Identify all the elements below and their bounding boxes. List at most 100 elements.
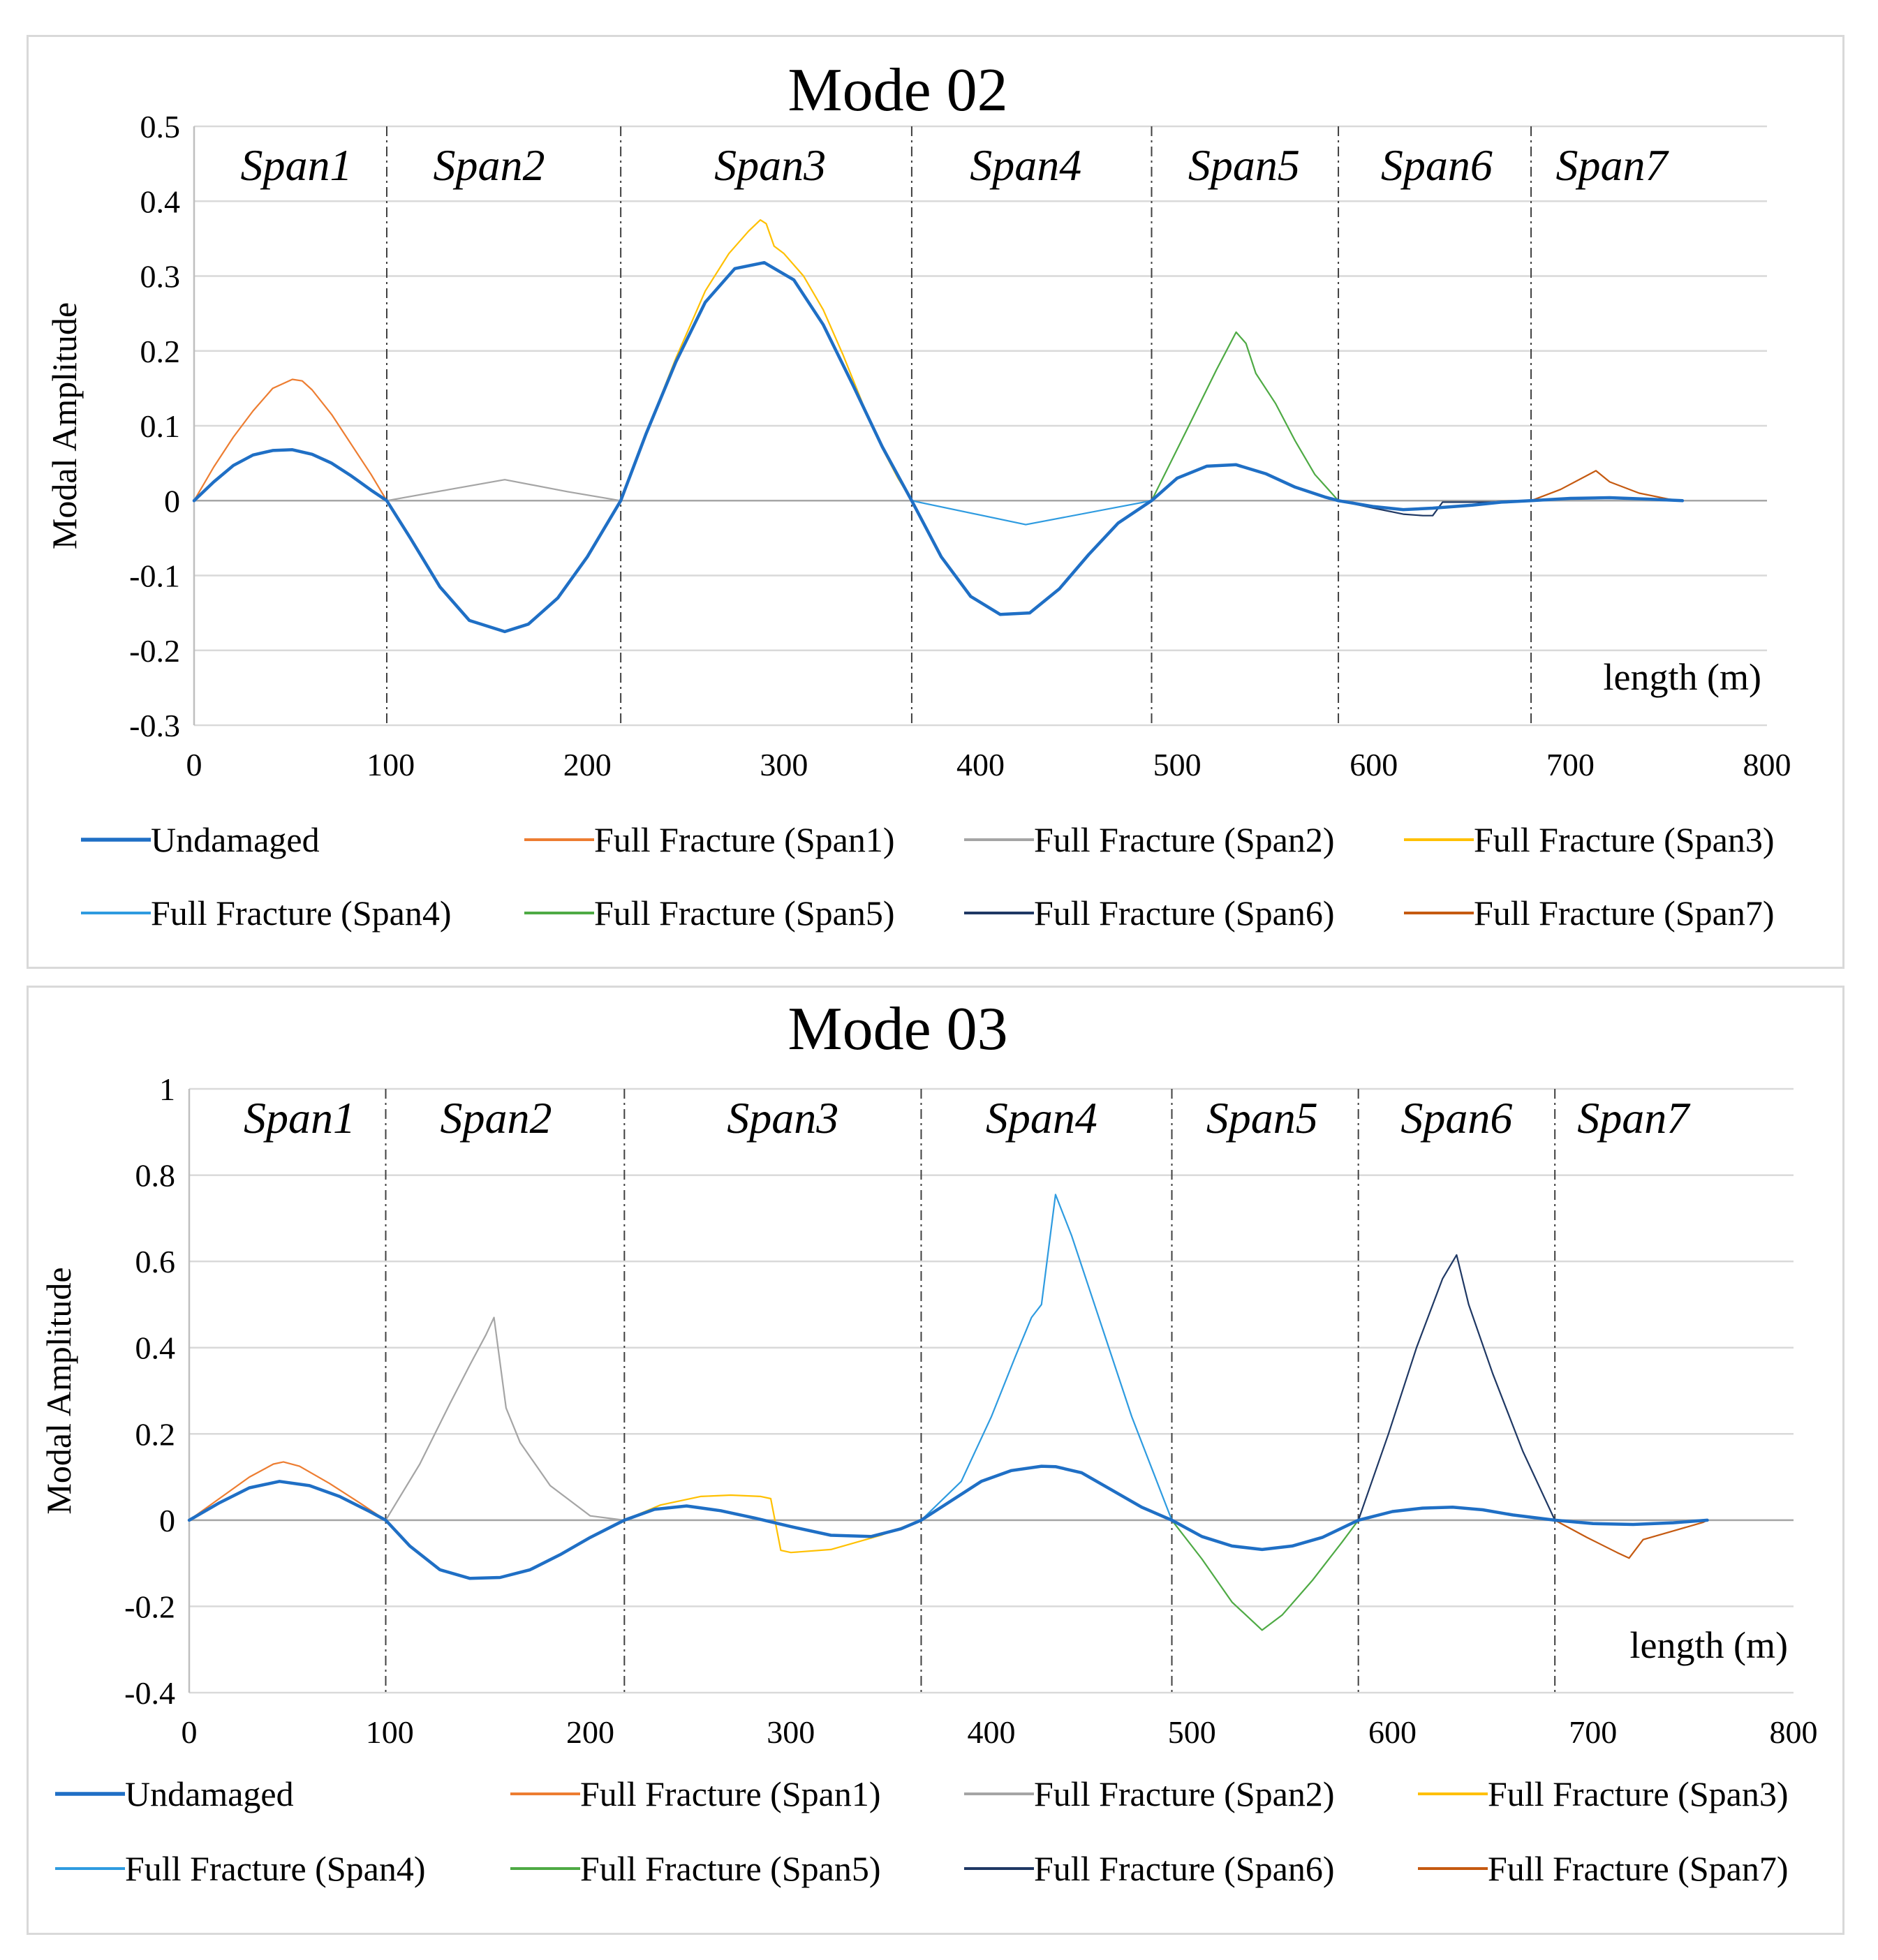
chart-panel-mode-02: Mode 02 -0.3 -0.2 -0.1 0 0.1 0.2 0.3 0.4 0.5 0 100 2… bbox=[27, 35, 1844, 969]
legend-item: Full Fracture (Span5) bbox=[510, 1849, 880, 1888]
span-label-span2: Span2 bbox=[440, 1093, 552, 1143]
y-tick-label: -0.2 bbox=[124, 1589, 175, 1624]
x-tick-label: 200 bbox=[566, 1714, 614, 1750]
legend-label: Full Fracture (Span5) bbox=[594, 893, 894, 933]
span-label-span6: Span6 bbox=[1381, 140, 1493, 190]
x-tick-label: 400 bbox=[956, 747, 1005, 782]
legend-item: Full Fracture (Span5) bbox=[524, 893, 894, 933]
legend-item: Undamaged bbox=[81, 820, 320, 859]
x-axis-title: length (m) bbox=[1630, 1624, 1788, 1666]
y-tick-label: 0.2 bbox=[135, 1416, 176, 1452]
series-line-full-fracture-span2 bbox=[385, 479, 622, 502]
legend-item: Full Fracture (Span6) bbox=[964, 893, 1334, 933]
x-tick-label: 600 bbox=[1350, 747, 1398, 782]
x-tick-label: 800 bbox=[1770, 1714, 1818, 1750]
x-tick-label: 0 bbox=[182, 1714, 198, 1750]
legend-label: Full Fracture (Span6) bbox=[1034, 1849, 1334, 1888]
series-line-undamaged bbox=[192, 260, 1685, 634]
legend-label: Full Fracture (Span5) bbox=[580, 1849, 880, 1888]
legend-label: Full Fracture (Span1) bbox=[594, 820, 894, 859]
chart-title: Mode 02 bbox=[788, 57, 1007, 124]
y-tick-label: 0.8 bbox=[135, 1158, 176, 1194]
legend-item: Full Fracture (Span6) bbox=[964, 1849, 1334, 1888]
y-tick-label: 1 bbox=[159, 1071, 175, 1107]
x-tick-label: 800 bbox=[1743, 747, 1791, 782]
legend-item: Full Fracture (Span3) bbox=[1404, 820, 1774, 859]
y-tick-label: 0.5 bbox=[140, 109, 181, 144]
span-label-span3: Span3 bbox=[714, 140, 826, 190]
y-tick-label: -0.3 bbox=[129, 708, 180, 743]
y-tick-label: -0.1 bbox=[129, 558, 180, 594]
x-tick-label: 0 bbox=[186, 747, 202, 782]
span-label-span5: Span5 bbox=[1206, 1093, 1318, 1143]
chart-svg-mode-02: Mode 02 -0.3 -0.2 -0.1 0 0.1 0.2 0.3 0.4 0.5 0 100 2… bbox=[45, 57, 1791, 933]
span-label-span5: Span5 bbox=[1188, 140, 1300, 190]
chart-panel-mode-03: Mode 03 -0.4 -0.2 0 0.2 0.4 0.6 0.8 1 0 100 200 300 4… bbox=[27, 986, 1844, 1935]
legend-item: Undamaged bbox=[55, 1774, 294, 1813]
legend-item: Full Fracture (Span2) bbox=[964, 820, 1334, 859]
y-axis-title: Modal Amplitude bbox=[39, 1267, 78, 1514]
y-tick-label: 0.6 bbox=[135, 1244, 176, 1279]
legend-label: Full Fracture (Span1) bbox=[580, 1774, 880, 1813]
series-line-undamaged bbox=[187, 1464, 1709, 1580]
legend-item: Full Fracture (Span3) bbox=[1418, 1774, 1788, 1813]
series-line-full-fracture-span7 bbox=[1554, 1519, 1708, 1559]
series-line-full-fracture-span1 bbox=[188, 1461, 387, 1522]
legend-label: Undamaged bbox=[125, 1774, 294, 1813]
x-tick-label: 100 bbox=[366, 1714, 414, 1750]
series-line-full-fracture-span6 bbox=[1337, 500, 1532, 517]
y-tick-label: 0.2 bbox=[140, 334, 181, 369]
x-tick-label: 200 bbox=[563, 747, 612, 782]
legend-item: Full Fracture (Span1) bbox=[510, 1774, 880, 1813]
legend-label: Full Fracture (Span7) bbox=[1488, 1849, 1788, 1888]
series-line-full-fracture-span6 bbox=[1357, 1254, 1556, 1522]
legend-item: Full Fracture (Span7) bbox=[1404, 893, 1774, 933]
x-axis-title: length (m) bbox=[1604, 656, 1761, 698]
legend-label: Full Fracture (Span2) bbox=[1034, 1774, 1334, 1813]
x-tick-label: 500 bbox=[1153, 747, 1202, 782]
x-tick-label: 100 bbox=[367, 747, 415, 782]
legend-item: Full Fracture (Span4) bbox=[81, 893, 451, 933]
legend-label: Full Fracture (Span4) bbox=[125, 1849, 425, 1888]
span-label-span4: Span4 bbox=[970, 140, 1081, 190]
series-line-full-fracture-span3 bbox=[623, 1494, 922, 1554]
series-line-full-fracture-span1 bbox=[193, 378, 388, 502]
legend-label: Full Fracture (Span6) bbox=[1034, 893, 1334, 933]
span-label-span4: Span4 bbox=[986, 1093, 1097, 1143]
legend-label: Full Fracture (Span3) bbox=[1474, 820, 1774, 859]
span-label-span1: Span1 bbox=[240, 140, 352, 190]
y-tick-label: -0.2 bbox=[129, 633, 180, 669]
span-label-span1: Span1 bbox=[244, 1093, 355, 1143]
span-label-span3: Span3 bbox=[727, 1093, 838, 1143]
legend-item: Full Fracture (Span7) bbox=[1418, 1849, 1788, 1888]
x-tick-label: 700 bbox=[1546, 747, 1595, 782]
legend-label: Undamaged bbox=[151, 820, 320, 859]
legend-item: Full Fracture (Span1) bbox=[524, 820, 894, 859]
y-tick-label: 0.4 bbox=[140, 184, 181, 219]
span-label-span7: Span7 bbox=[1556, 140, 1670, 190]
series-line-full-fracture-span7 bbox=[1530, 470, 1683, 502]
y-tick-label: 0 bbox=[159, 1503, 175, 1538]
series-line-full-fracture-span4 bbox=[920, 1194, 1173, 1522]
y-tick-label: 0 bbox=[164, 483, 180, 519]
series-line-full-fracture-span2 bbox=[385, 1316, 626, 1522]
x-tick-label: 700 bbox=[1569, 1714, 1617, 1750]
y-tick-label: 0.4 bbox=[135, 1330, 176, 1366]
x-tick-label: 500 bbox=[1168, 1714, 1216, 1750]
y-tick-label: 0.1 bbox=[140, 408, 181, 444]
legend-item: Full Fracture (Span4) bbox=[55, 1849, 425, 1888]
legend-label: Full Fracture (Span4) bbox=[151, 893, 451, 933]
x-tick-label: 400 bbox=[968, 1714, 1016, 1750]
legend-item: Full Fracture (Span2) bbox=[964, 1774, 1334, 1813]
series-line-full-fracture-span5 bbox=[1171, 1519, 1359, 1631]
y-tick-label: 0.3 bbox=[140, 259, 181, 295]
legend-label: Full Fracture (Span3) bbox=[1488, 1774, 1788, 1813]
legend-label: Full Fracture (Span2) bbox=[1034, 820, 1334, 859]
y-tick-label: -0.4 bbox=[124, 1675, 175, 1711]
x-tick-label: 600 bbox=[1368, 1714, 1417, 1750]
legend-label: Full Fracture (Span7) bbox=[1474, 893, 1774, 933]
series-line-full-fracture-span4 bbox=[910, 500, 1153, 526]
chart-svg-mode-03: Mode 03 -0.4 -0.2 0 0.2 0.4 0.6 0.8 1 0 100 200 300 4… bbox=[39, 995, 1818, 1888]
span-label-span6: Span6 bbox=[1400, 1093, 1512, 1143]
y-axis-title: Modal Amplitude bbox=[45, 302, 84, 549]
